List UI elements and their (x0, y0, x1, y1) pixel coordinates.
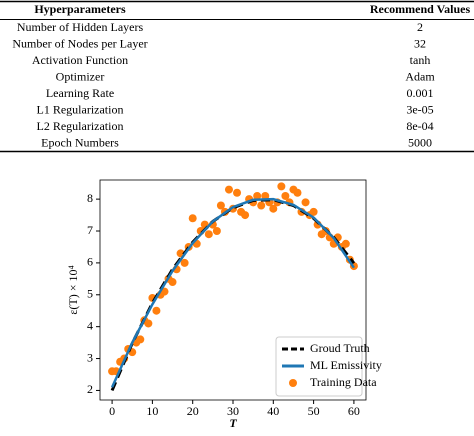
table-cell: 0.001 (407, 86, 434, 100)
table-cell: Adam (405, 69, 435, 83)
y-tick-label: 2 (87, 382, 93, 396)
data-point (224, 185, 233, 194)
y-tick-label: 7 (87, 223, 93, 237)
data-point (233, 188, 242, 197)
y-tick-label: 8 (87, 191, 93, 205)
table-cell: L1 Regularization (37, 102, 124, 116)
data-point (152, 306, 161, 315)
y-tick-label: 6 (87, 255, 93, 269)
data-point (277, 182, 286, 191)
x-tick-label: 10 (146, 404, 158, 418)
x-tick-label: 40 (267, 404, 279, 418)
y-tick-label: 3 (87, 350, 93, 364)
table-cell: Optimizer (56, 69, 105, 83)
table-cell: Learning Rate (46, 86, 114, 100)
x-tick-label: 30 (227, 404, 239, 418)
table-cell: 32 (414, 36, 426, 50)
table-cell: Number of Hidden Layers (17, 20, 144, 34)
data-point (309, 207, 318, 216)
data-point (269, 204, 278, 213)
data-point (168, 278, 177, 287)
data-point (253, 191, 262, 200)
legend-label: Groud Truth (310, 341, 370, 355)
table-cell: 3e-05 (406, 102, 433, 116)
chart: 0 10 20 30 40 50 60 2 3 4 5 6 7 8 Tε(T) × 10⁴ Groud Tru… (66, 182, 382, 430)
x-axis-label: T (229, 416, 237, 430)
x-tick-label: 60 (348, 404, 360, 418)
data-point (180, 258, 189, 267)
data-point (216, 201, 225, 210)
x-tick-label: 50 (308, 404, 320, 418)
legend-label: Training Data (310, 375, 377, 389)
data-point (204, 230, 213, 239)
legend-marker (289, 379, 297, 387)
x-tick-label: 0 (109, 404, 115, 418)
y-tick-label: 5 (87, 287, 93, 301)
table: Hyperparameters Recommend Values Number of… (12, 2, 470, 150)
data-point (261, 191, 270, 200)
table-cell: 8e-04 (406, 119, 433, 133)
table-cell: 2 (417, 20, 423, 34)
data-point (341, 239, 350, 248)
table-cell: 5000 (408, 135, 432, 149)
legend-label: ML Emissivity (310, 358, 382, 372)
data-point (144, 319, 153, 328)
table-header: Recommend Values (370, 2, 471, 16)
table-header: Hyperparameters (34, 2, 126, 16)
data-point (301, 198, 310, 207)
data-point (281, 191, 290, 200)
table-cell: Number of Nodes per Layer (12, 36, 147, 50)
y-axis-label: ε(T) × 10⁴ (66, 265, 80, 314)
data-point (241, 211, 250, 220)
table-cell: Epoch Numbers (41, 135, 119, 149)
data-point (257, 201, 266, 210)
line (110, 197, 355, 388)
x-tick-label: 20 (187, 404, 199, 418)
table-cell: L2 Regularization (37, 119, 124, 133)
data-point (212, 227, 221, 236)
data-point (188, 214, 197, 223)
table-cell: Activation Function (32, 53, 128, 67)
legend-box (275, 336, 363, 397)
y-tick-label: 4 (87, 318, 93, 332)
table-cell: tanh (410, 53, 431, 67)
data-point (136, 335, 145, 344)
data-point (293, 188, 302, 197)
